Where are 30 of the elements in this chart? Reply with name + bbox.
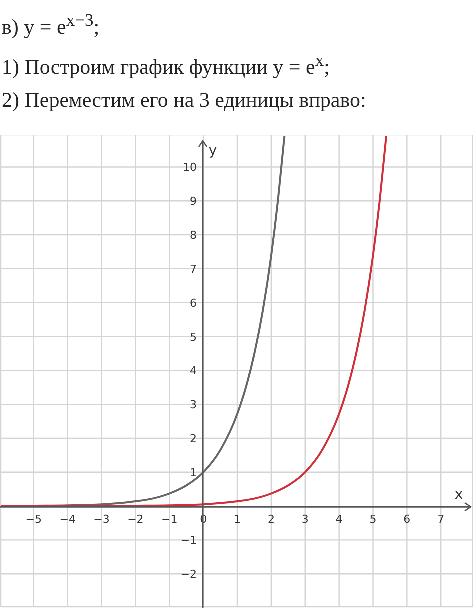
- y-tick-label: 9: [190, 195, 198, 208]
- x-tick-label: −4: [60, 513, 76, 526]
- chart-subtitle: 1) Построим график функции y = e$^{x}$;: [2, 49, 331, 80]
- x-tick-label: 7: [438, 513, 445, 526]
- x-tick-label: −2: [128, 513, 144, 526]
- y-tick-label: 5: [190, 330, 198, 344]
- y-tick-label: 1: [190, 466, 198, 480]
- x-tick-label: −1: [162, 513, 178, 526]
- x-tick-label: 4: [336, 513, 343, 526]
- line-series: [1, 135, 388, 508]
- y-tick-label: −2: [180, 568, 198, 582]
- x-tick-label: 2: [268, 513, 275, 526]
- y-tick-label: 8: [190, 229, 198, 242]
- y-tick-label: 4: [190, 364, 198, 378]
- y-tick-label: −1: [180, 534, 198, 548]
- y-axis-title: y: [208, 143, 218, 159]
- x-tick-label: −3: [94, 513, 110, 526]
- chart-title: в) y = e$^{x−3}$;: [2, 9, 101, 40]
- x-tick-label: −5: [26, 513, 42, 526]
- y-tick-label: 6: [190, 296, 198, 310]
- y-tick-label: 10: [183, 161, 198, 174]
- x-tick-label: 1: [234, 513, 242, 526]
- y-tick-label: 2: [190, 432, 198, 446]
- text: 2) Переместим его на 3 единицы вправо:: [2, 87, 368, 114]
- x-tick-label: 5: [370, 513, 377, 526]
- x-tick-label: 6: [404, 513, 411, 526]
- y-tick-label: 7: [190, 262, 198, 276]
- x-axis-title: x: [454, 487, 464, 504]
- x-tick-label: 3: [302, 513, 309, 526]
- y-tick-label: 3: [190, 398, 198, 412]
